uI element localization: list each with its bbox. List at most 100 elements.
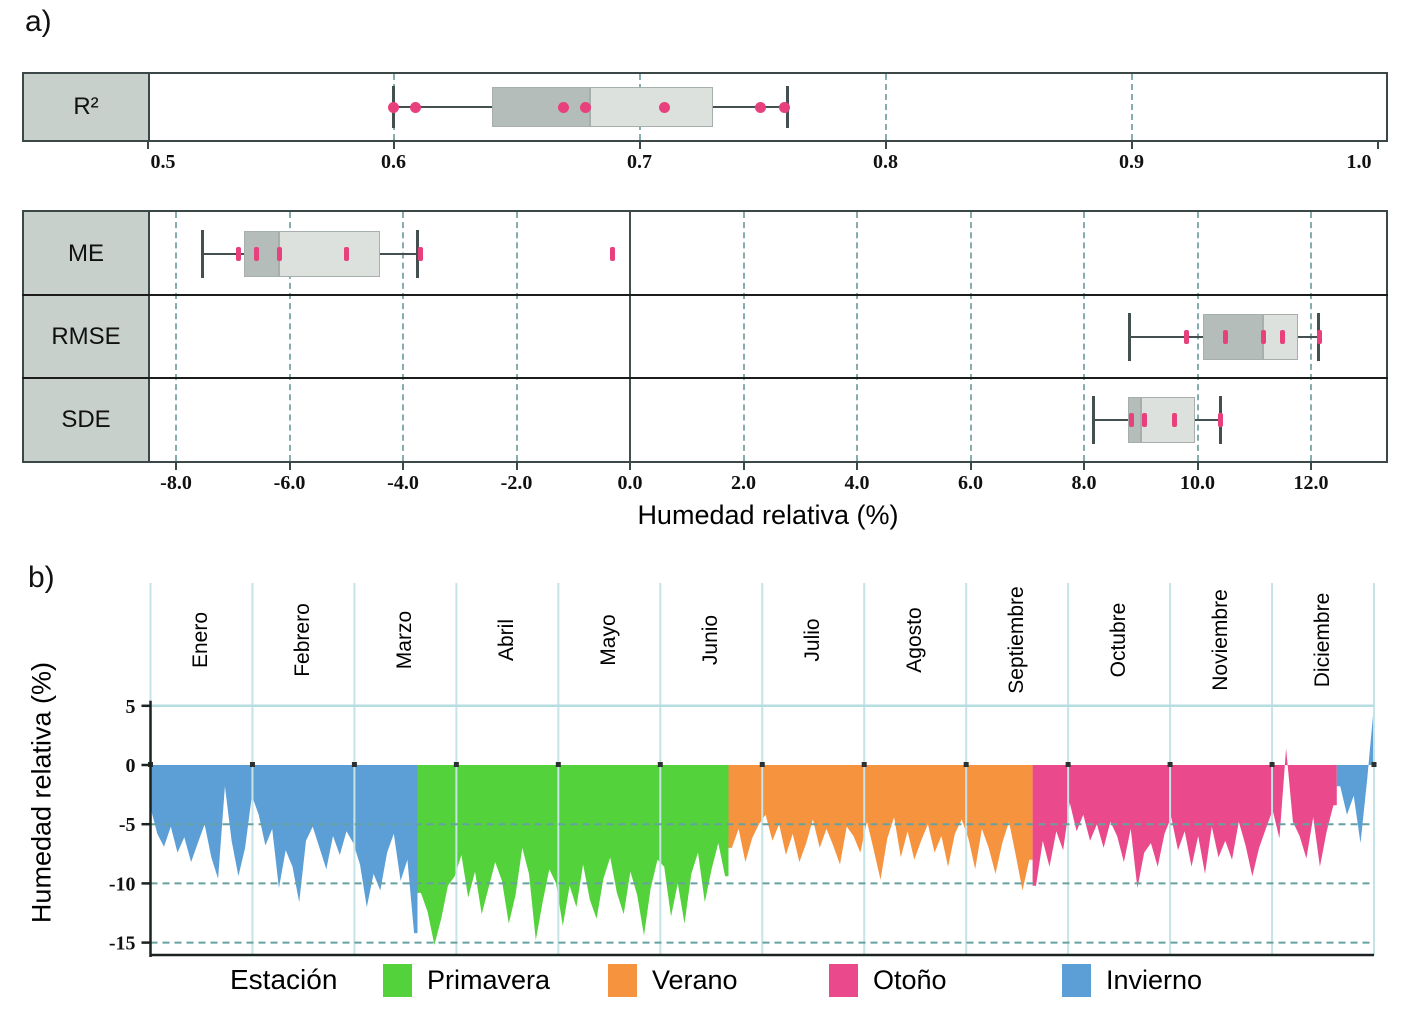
y-tick-label: -5: [119, 814, 136, 836]
axis-tick-label: -4.0: [387, 472, 419, 494]
axis-tick-label: 10.0: [1180, 472, 1215, 494]
month-label-febrero: Febrero: [291, 603, 315, 677]
row-label: SDE: [61, 405, 111, 433]
axis-tick-label: 8.0: [1071, 472, 1097, 494]
gridline: [969, 212, 972, 461]
legend-swatch-primavera: [383, 964, 412, 997]
data-point: [1317, 329, 1322, 344]
y-tick-label: -15: [109, 933, 136, 955]
baseline-notch: [453, 762, 459, 767]
month-label-mayo: Mayo: [597, 614, 621, 666]
whisker-line: [1093, 418, 1129, 421]
data-point: [277, 246, 283, 261]
data-point: [1279, 329, 1285, 344]
data-point: [609, 246, 615, 261]
gridline: [884, 74, 887, 140]
legend-swatch-invierno: [1062, 964, 1091, 997]
season-area-verano: [728, 765, 1033, 891]
axis-tick-label: 0.7: [627, 151, 652, 173]
row-label: RMSE: [51, 322, 121, 350]
boxplot-label-column-metrics: [22, 210, 150, 463]
gridline: [402, 212, 404, 461]
month-label-junio: Junio: [699, 614, 723, 666]
axis-tick: [175, 461, 177, 470]
row-label: R²: [73, 93, 99, 120]
season-area-invierno: [150, 765, 418, 934]
baseline-notch: [1065, 762, 1071, 767]
data-point: [1183, 329, 1189, 344]
axis-tick-label: -6.0: [273, 472, 306, 494]
data-point: [754, 101, 766, 113]
baseline-notch: [555, 762, 561, 767]
data-point: [388, 101, 399, 113]
axis-tick-label: 1.0: [1346, 151, 1372, 173]
data-point: [236, 246, 242, 261]
boxplot-label-column-r2: [22, 72, 150, 142]
y-tick-label: -10: [109, 873, 136, 895]
month-label-diciembre: Diciembre: [1311, 592, 1335, 688]
legend-title: Estación: [230, 964, 338, 995]
season-area-invierno: [1336, 704, 1374, 844]
gridline: [856, 212, 858, 461]
axis-tick: [1130, 140, 1133, 149]
box-q1-median: [491, 87, 591, 127]
whisker-line: [1195, 418, 1221, 421]
axis-tick-label: 6.0: [958, 472, 983, 494]
data-point: [410, 101, 422, 113]
whisker-line: [202, 252, 245, 255]
month-label-agosto: Agosto: [903, 607, 927, 673]
month-label-marzo: Marzo: [393, 610, 417, 670]
axis-tick-label: 0.6: [381, 151, 406, 173]
axis-tick: [742, 461, 745, 470]
box-q1-median: [244, 230, 280, 277]
baseline-notch: [1371, 762, 1377, 767]
whisker-cap: [200, 229, 204, 278]
baseline-notch: [657, 762, 663, 767]
whisker-line: [393, 106, 492, 108]
data-point: [1171, 412, 1177, 427]
baseline-notch: [759, 762, 765, 767]
baseline-notch: [963, 762, 969, 767]
legend-swatch-otono: [829, 964, 858, 997]
month-label-octubre: Octubre: [1107, 602, 1131, 678]
month-label-abril: Abril: [495, 619, 519, 662]
panel-b-label: b): [28, 561, 55, 594]
axis-tick: [629, 461, 631, 470]
box-median-q3: [590, 87, 714, 127]
data-point: [1218, 412, 1224, 427]
data-point: [658, 101, 670, 113]
axis-tick: [146, 140, 149, 149]
axis-tick: [1376, 140, 1379, 149]
data-point: [579, 101, 591, 113]
whisker-line: [1297, 335, 1319, 338]
gridline: [175, 212, 177, 461]
axis-tick: [402, 461, 404, 470]
legend-label-invierno: Invierno: [1106, 965, 1203, 995]
y-tick-label: 5: [126, 696, 136, 718]
baseline-notch: [351, 762, 357, 767]
month-label-noviembre: Noviembre: [1209, 589, 1233, 691]
whisker-line: [1129, 335, 1204, 338]
seasonal-area-chart: 5 0 -5 -10 -15: [109, 583, 1377, 957]
axis-tick: [1083, 461, 1085, 470]
legend-label-primavera: Primavera: [427, 965, 551, 995]
axis-tick: [1310, 461, 1312, 470]
baseline-notch: [249, 762, 255, 767]
baseline-notch: [861, 762, 867, 767]
data-point: [1129, 412, 1135, 427]
gridline: [515, 212, 518, 461]
axis-tick-label: 2.0: [731, 472, 756, 494]
axis-tick-label: -2.0: [500, 472, 533, 494]
axis-tick: [884, 140, 887, 149]
data-point: [1141, 412, 1147, 427]
axis-tick-label: 0.8: [873, 151, 898, 173]
season-area-otoño: [1032, 748, 1337, 889]
axis-tick-label: -8.0: [160, 472, 192, 494]
gridline: [742, 212, 745, 461]
axis-tick-label: 12.0: [1293, 472, 1329, 494]
panel-a-xlabel: Humedad relativa (%): [637, 500, 899, 530]
zero-line: [629, 212, 631, 461]
legend-label-verano: Verano: [652, 965, 738, 995]
axis-tick: [969, 461, 972, 470]
